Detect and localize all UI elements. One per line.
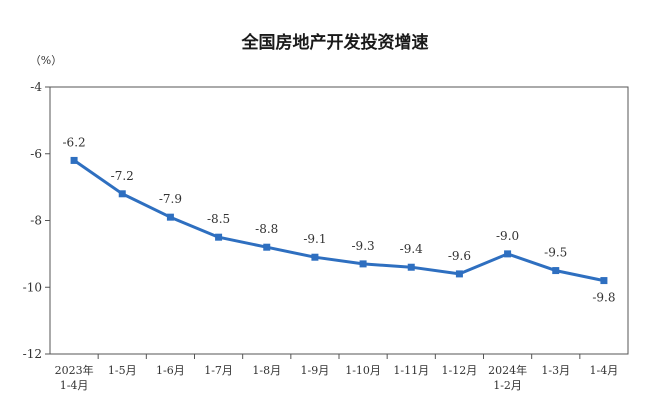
- data-label: -8.5: [207, 212, 230, 226]
- x-tick-label-line: 1-8月: [252, 364, 281, 377]
- data-point: [70, 156, 78, 164]
- data-point: [311, 253, 319, 261]
- x-tick-label: 1-10月: [345, 364, 381, 377]
- data-point: [359, 260, 367, 268]
- x-tick-label-line: 1-7月: [204, 364, 233, 377]
- y-tick-label: -12: [23, 347, 42, 361]
- x-tick-label: 1-7月: [204, 364, 233, 377]
- x-tick-label: 1-4月: [590, 364, 619, 377]
- x-tick-label-line: 1-10月: [345, 364, 381, 377]
- data-label: -8.8: [255, 222, 278, 236]
- x-tick-label-line: 2023年: [55, 363, 94, 377]
- data-point: [600, 277, 608, 285]
- x-tick-label-line: 1-9月: [301, 364, 330, 377]
- x-tick-label-line: 1-4月: [590, 364, 619, 377]
- data-label: -9.1: [303, 232, 326, 246]
- x-tick-label: 1-5月: [108, 364, 137, 377]
- data-point: [215, 233, 223, 241]
- data-label: -9.4: [400, 242, 424, 256]
- x-tick-label: 1-3月: [541, 364, 570, 377]
- chart-title: 全国房地产开发投资增速: [241, 32, 429, 53]
- y-tick-label: -4: [30, 80, 42, 94]
- x-tick-label: 2024年 1-2月: [488, 363, 527, 392]
- data-label: -9.8: [592, 291, 615, 305]
- data-label: -9.3: [352, 239, 375, 253]
- data-label: -9.0: [496, 229, 519, 243]
- y-tick-label: -10: [23, 280, 42, 294]
- data-point: [263, 243, 271, 251]
- data-label: -6.2: [63, 135, 86, 149]
- data-point: [455, 270, 463, 278]
- x-tick-label: 1-8月: [252, 364, 281, 377]
- x-tick-label-line: 1-5月: [108, 364, 137, 377]
- y-tick-label: -8: [30, 214, 42, 228]
- x-tick-label-line: 1-4月: [60, 379, 89, 392]
- x-tick-label-line: 1-12月: [442, 364, 478, 377]
- plot-frame: [49, 86, 629, 355]
- x-tick-label: 1-9月: [301, 364, 330, 377]
- y-axis: -4 -6 -8 -10 -12: [23, 80, 50, 361]
- data-labels: -6.2 -7.2 -7.9 -8.5 -8.8 -9.1 -9.3 -9.4 -9.6 -9.0…: [63, 135, 616, 304]
- x-tick-label: 1-12月: [442, 364, 478, 377]
- x-axis: 2023年 1-4月 1-5月 1-6月 1-7月 1-8月 1-9月 1-10月 1-11月 1…: [55, 354, 619, 392]
- x-tick-label-line: 1-2月: [493, 379, 522, 392]
- series-line: [70, 156, 608, 285]
- x-tick-label-line: 1-3月: [541, 364, 570, 377]
- data-point: [504, 250, 512, 258]
- data-label: -9.6: [448, 249, 471, 263]
- y-unit-label: （%）: [30, 54, 62, 67]
- data-label: -7.2: [111, 169, 134, 183]
- x-tick-label: 2023年 1-4月: [55, 363, 94, 392]
- x-tick-label-line: 1-6月: [156, 364, 185, 377]
- data-point: [552, 267, 560, 275]
- data-point: [118, 190, 126, 198]
- x-tick-label-line: 2024年: [488, 363, 527, 377]
- x-tick-label: 1-6月: [156, 364, 185, 377]
- data-point: [166, 213, 174, 221]
- x-tick-label: 1-11月: [393, 364, 429, 377]
- data-label: -9.5: [544, 246, 567, 260]
- data-point: [407, 263, 415, 271]
- y-tick-label: -6: [30, 147, 42, 161]
- data-label: -7.9: [159, 192, 182, 206]
- series-path: [73, 159, 605, 283]
- x-tick-label-line: 1-11月: [393, 364, 429, 377]
